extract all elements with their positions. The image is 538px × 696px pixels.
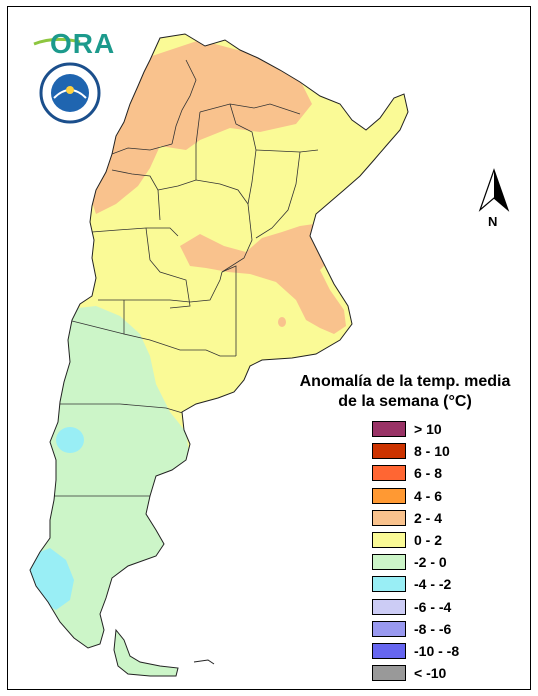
legend-label: -10 - -8: [414, 642, 460, 659]
legend-item: 4 - 6: [372, 485, 459, 507]
tierra-del-fuego: [113, 628, 179, 677]
anomaly-spot-warm: [278, 317, 286, 327]
legend-swatch: [372, 487, 406, 504]
legend-item: -4 - -2: [372, 573, 459, 595]
legend-label: 8 - 10: [414, 443, 450, 460]
legend-title-line2: de la semana (°C): [338, 393, 472, 410]
legend-item: 8 - 10: [372, 440, 459, 462]
legend-swatch: [372, 642, 406, 659]
legend-swatch: [372, 576, 406, 593]
legend-label: 6 - 8: [414, 465, 443, 482]
legend-item: 2 - 4: [372, 507, 459, 529]
legend-label: 2 - 4: [414, 509, 443, 526]
north-label: N: [488, 214, 498, 229]
legend-swatch: [372, 620, 406, 637]
legend-swatch: [372, 421, 406, 438]
legend-item: -6 - -4: [372, 596, 459, 618]
legend-label: -8 - -6: [414, 620, 452, 637]
legend-swatch: [372, 532, 406, 549]
legend-title-line1: Anomalía de la temp. media: [299, 373, 511, 390]
north-arrow-icon: [478, 168, 510, 212]
legend-item: -2 - 0: [372, 551, 459, 573]
legend-item: -8 - -6: [372, 618, 459, 640]
legend-swatch: [372, 465, 406, 482]
province-borders: [54, 59, 319, 497]
legend-label: < -10: [414, 665, 447, 682]
islands-outline: [193, 659, 215, 665]
legend-item: 6 - 8: [372, 462, 459, 484]
anomaly-zone-cold-1: [56, 427, 84, 453]
ora-logo-text: ORA: [50, 28, 116, 59]
legend-swatch: [372, 598, 406, 615]
legend-item: 0 - 2: [372, 529, 459, 551]
legend: > 10 8 - 10 6 - 8 4 - 6 2 - 4 0 - 2 -2 - 0 -4 -…: [372, 418, 459, 684]
legend-item: -10 - -8: [372, 640, 459, 662]
legend-item: > 10: [372, 418, 459, 440]
legend-swatch: [372, 443, 406, 460]
legend-label: -2 - 0: [414, 554, 447, 571]
anomaly-zone-warm-central: [180, 224, 346, 334]
ora-swoosh-icon: [33, 37, 81, 46]
smn-seal-logo: [39, 62, 101, 124]
legend-label: -4 - -2: [414, 576, 452, 593]
legend-swatch: [372, 554, 406, 571]
anomaly-zone-warm-north: [88, 40, 312, 214]
legend-swatch: [372, 665, 406, 682]
legend-label: 4 - 6: [414, 487, 443, 504]
legend-item: < -10: [372, 662, 459, 684]
legend-label: -6 - -4: [414, 598, 452, 615]
legend-title: Anomalía de la temp. media de la semana …: [290, 372, 520, 412]
legend-label: > 10: [414, 421, 442, 438]
legend-label: 0 - 2: [414, 532, 443, 549]
legend-swatch: [372, 509, 406, 526]
